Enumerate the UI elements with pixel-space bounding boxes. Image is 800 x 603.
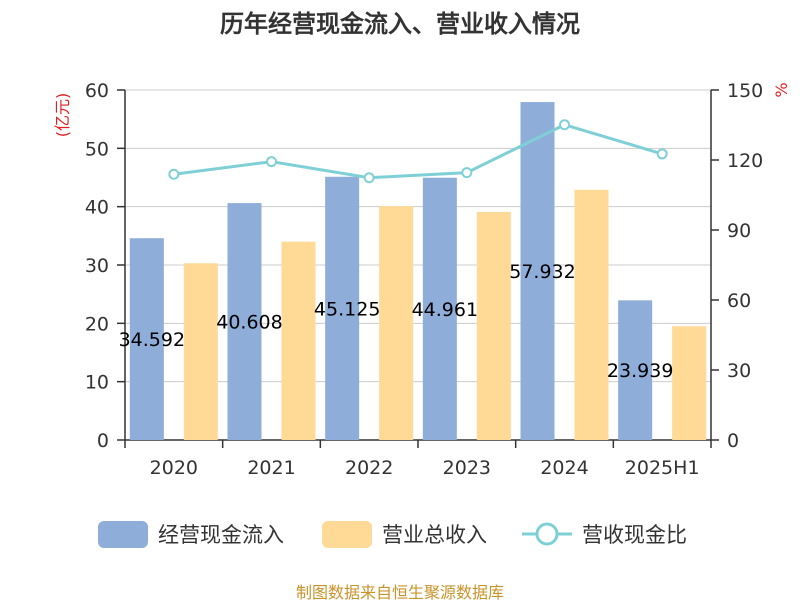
x-tick-label: 2025H1 [625,457,700,479]
line-ratio-point [168,168,180,180]
x-tick-label: 2022 [345,457,393,479]
bar-revenue [281,241,316,440]
bar-data-label: 23.939 [607,360,673,382]
legend-item-ratio[interactable]: 营收现金比 [522,516,687,552]
bar-data-label: 34.592 [119,329,185,351]
y-left-tick-label: 20 [85,313,109,335]
bar-cash-inflow [227,203,262,440]
bar-cash-inflow [325,176,360,441]
y-right-tick-label: 0 [727,430,739,452]
x-tick-label: 2023 [443,457,491,479]
y-left-tick-label: 60 [85,80,109,102]
y-right-tick-label: 120 [727,150,763,172]
y-left-tick-label: 10 [85,372,109,394]
legend-label-revenue: 营业总收入 [382,523,487,547]
y-right-tick-label: 90 [727,220,751,242]
bar-cash-inflow [520,102,555,441]
legend-item-revenue[interactable]: 营业总收入 [322,516,487,552]
legend-item-cash-inflow[interactable]: 经营现金流入 [98,516,284,552]
y-right-tick-label: 60 [727,290,751,312]
x-tick-label: 2021 [247,457,295,479]
line-ratio-point [559,119,570,131]
legend-label-cash-inflow: 经营现金流入 [158,523,284,547]
bar-revenue [183,263,218,440]
line-ratio-point [266,156,277,168]
legend-line-marker-icon [522,522,572,546]
legend-swatch-revenue [322,520,372,548]
bar-data-label: 45.125 [314,298,380,320]
y-left-tick-label: 40 [85,197,109,219]
bar-data-label: 57.932 [509,261,575,283]
chart-title: 历年经营现金流入、营业收入情况 [220,10,580,38]
y-right-tick-label: 150 [727,80,763,102]
bar-revenue [672,326,707,440]
line-ratio-point [363,172,375,184]
source-note: 制图数据来自恒生聚源数据库 [295,583,504,602]
y-right-axis-label: % [772,82,791,97]
line-ratio-point [656,148,668,160]
y-left-axis-label: (亿元) [53,93,72,138]
y-right-tick-label: 30 [727,360,751,382]
legend: 经营现金流入 营业总收入 营收现金比 [0,516,800,556]
bar-cash-inflow [422,177,457,441]
legend-swatch-cash-inflow [98,520,148,548]
bar-data-label: 44.961 [412,299,478,321]
bar-data-label: 40.608 [216,312,282,334]
bar-revenue [379,206,414,440]
legend-label-ratio: 营收现金比 [582,523,687,547]
line-ratio [173,123,663,180]
x-tick-label: 2020 [150,457,198,479]
y-left-tick-label: 0 [97,430,109,452]
bar-revenue [476,211,511,440]
x-tick-label: 2024 [540,457,588,479]
bar-cash-inflow [618,300,653,440]
y-left-tick-label: 30 [85,255,109,277]
bar-cash-inflow [129,238,164,440]
line-ratio-point [461,167,473,179]
y-left-tick-label: 50 [85,138,109,160]
bar-revenue [574,189,609,440]
